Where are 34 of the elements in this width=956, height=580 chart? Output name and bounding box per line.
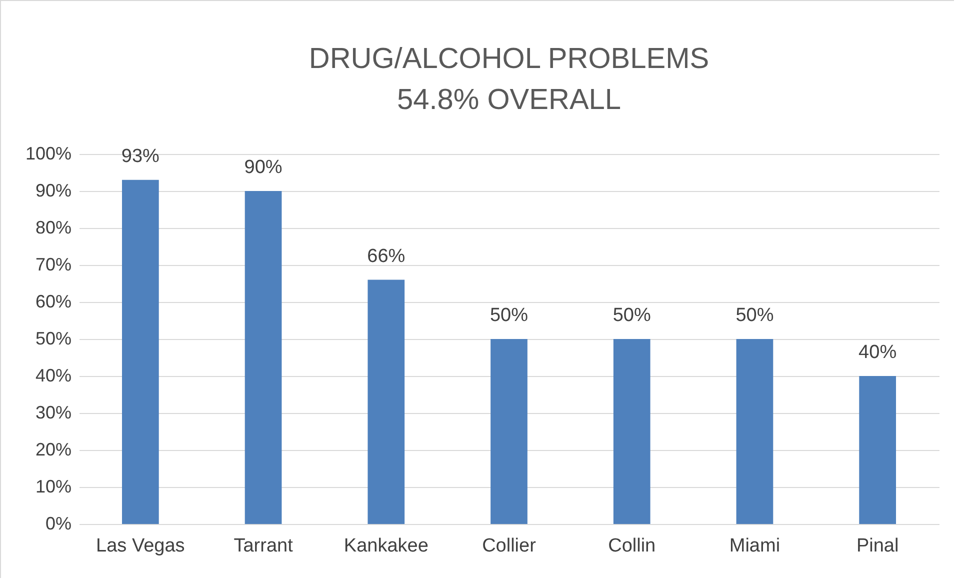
data-label: 50%: [490, 305, 528, 326]
data-label: 40%: [858, 342, 897, 363]
bar: [613, 339, 650, 524]
y-tick-label: 50%: [35, 328, 72, 348]
bar: [490, 339, 528, 524]
y-tick-label: 40%: [35, 366, 72, 386]
x-tick-label: Collier: [482, 536, 537, 556]
y-tick-label: 20%: [35, 440, 72, 460]
data-label: 50%: [736, 305, 774, 326]
x-tick-label: Tarrant: [234, 536, 294, 556]
bar: [859, 376, 896, 524]
x-tick-label: Las Vegas: [96, 536, 185, 556]
y-tick-label: 60%: [35, 292, 72, 312]
bar: [122, 180, 159, 524]
bar: [244, 191, 282, 524]
y-tick-label: 80%: [35, 218, 72, 238]
chart-subtitle: 54.8% OVERALL: [396, 84, 622, 116]
data-label: 93%: [121, 146, 160, 167]
x-tick-label: Kankakee: [344, 536, 428, 556]
x-tick-label: Collin: [608, 536, 656, 556]
x-tick-label: Pinal: [856, 536, 899, 556]
data-label: 66%: [367, 246, 406, 267]
bar: [368, 280, 405, 524]
x-tick-label: Miami: [729, 536, 780, 556]
y-tick-label: 10%: [35, 476, 72, 496]
chart-title: DRUG/ALCOHOL PROBLEMS: [308, 43, 710, 75]
y-tick-label: 70%: [35, 254, 72, 274]
y-tick-label: 30%: [35, 402, 72, 422]
y-tick-label: 0%: [45, 514, 72, 534]
bar: [736, 339, 774, 524]
y-tick-label: 100%: [25, 144, 72, 164]
y-tick-label: 90%: [35, 180, 72, 200]
data-label: 50%: [612, 305, 651, 326]
data-label: 90%: [244, 157, 282, 178]
